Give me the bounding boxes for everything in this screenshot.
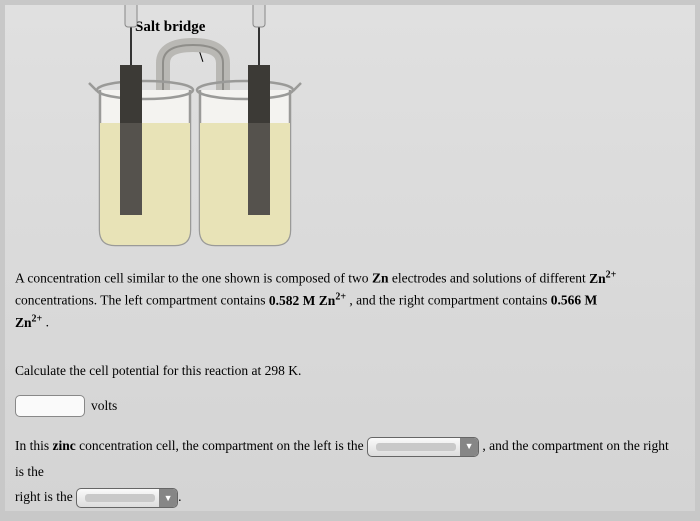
- text: .: [42, 315, 49, 330]
- answer-row: volts: [15, 395, 117, 417]
- cell-diagram: [45, 5, 345, 260]
- right-concentration: 0.566 M: [551, 293, 598, 308]
- chevron-down-icon: ▼: [460, 438, 478, 456]
- text: A concentration cell similar to the one …: [15, 271, 372, 286]
- electrode-symbol: Zn: [372, 271, 389, 286]
- cell-potential-input[interactable]: [15, 395, 85, 417]
- text: zinc: [53, 438, 76, 453]
- chevron-down-icon: ▼: [159, 489, 177, 507]
- ion-symbol: Zn2+: [15, 315, 42, 330]
- text: electrodes and solutions of different: [388, 271, 589, 286]
- question-text: Calculate the cell potential for this re…: [15, 363, 301, 379]
- ion-symbol: Zn2+: [589, 271, 616, 286]
- question-panel: Salt bridge: [5, 5, 695, 511]
- left-concentration: 0.582 M Zn2+: [269, 293, 346, 308]
- text: .: [178, 489, 181, 504]
- right-compartment-dropdown[interactable]: ▼: [76, 488, 178, 508]
- text: concentrations. The left compartment con…: [15, 293, 269, 308]
- problem-text: A concentration cell similar to the one …: [15, 267, 681, 333]
- unit-label: volts: [91, 398, 117, 414]
- text: concentration cell, the compartment on t…: [76, 438, 367, 453]
- text: , and the right compartment contains: [346, 293, 551, 308]
- text: In this: [15, 438, 53, 453]
- text: right is the: [15, 489, 76, 504]
- left-compartment-dropdown[interactable]: ▼: [367, 437, 479, 457]
- fill-in-sentence: In this zinc concentration cell, the com…: [15, 433, 681, 510]
